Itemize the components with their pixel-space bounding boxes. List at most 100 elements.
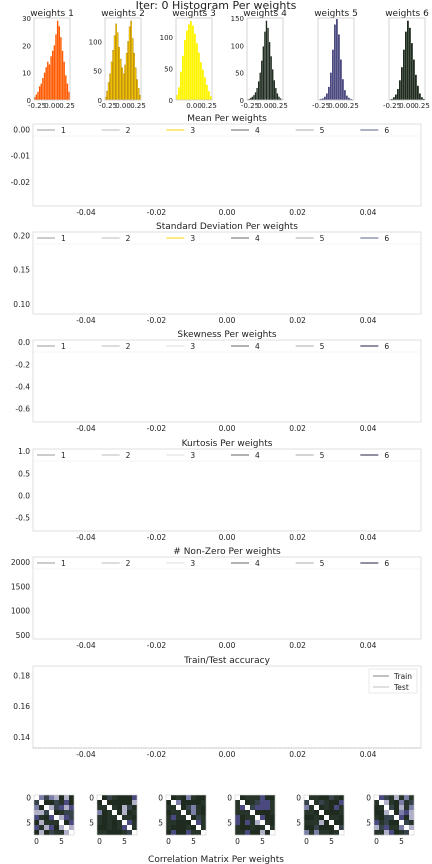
correlation-cell <box>54 815 60 821</box>
y-tick-label: 150 <box>231 15 244 23</box>
line-panel-1: Mean Per weights 0.00 -0.01 -0.02 -0.04 -0.02… <box>11 114 422 217</box>
correlation-cell <box>196 825 202 831</box>
correlation-cell <box>384 805 390 811</box>
y-tick-label: -0.5 <box>15 514 30 523</box>
correlation-cell <box>329 810 335 816</box>
histogram-bar <box>253 95 255 100</box>
correlation-cell <box>379 815 385 821</box>
x-tick-label: 0.04 <box>360 424 377 433</box>
correlation-cell <box>69 795 75 801</box>
correlation-cell <box>39 795 45 801</box>
correlation-cell <box>186 825 192 831</box>
correlation-cell <box>107 815 113 821</box>
correlation-cell <box>44 795 50 801</box>
histogram-bar <box>320 98 322 100</box>
histogram-bar <box>53 45 56 100</box>
correlation-cell <box>240 805 246 811</box>
correlation-cell <box>186 795 192 801</box>
correlation-cell <box>191 815 197 821</box>
y-tick-label: 10 <box>22 70 31 78</box>
histogram-bar <box>106 91 108 101</box>
correlation-cell <box>166 795 172 801</box>
y-tick-label: 0.00 <box>13 125 30 134</box>
panel-frame <box>32 556 422 640</box>
x-tick-label: -0.04 <box>76 208 96 217</box>
matrix-frame <box>33 794 75 836</box>
correlation-cell <box>235 820 241 826</box>
correlation-cell <box>39 815 45 821</box>
histogram-frame <box>33 17 71 101</box>
correlation-cell <box>240 820 246 826</box>
correlation-cell <box>201 830 207 836</box>
correlation-cell <box>374 800 380 806</box>
legend-label: 3 <box>190 559 195 568</box>
correlation-cell <box>270 795 276 801</box>
histogram-bar <box>324 96 326 100</box>
correlation-cell <box>309 800 315 806</box>
x-tick-label: 0.04 <box>360 750 377 759</box>
y-tick-label: 1000 <box>11 607 30 616</box>
histogram-bar <box>190 21 192 100</box>
x-tick-label: 0.00 <box>219 424 236 433</box>
correlation-cell <box>409 815 415 821</box>
correlation-cell <box>240 810 246 816</box>
y-tick-label: 0.5 <box>18 469 30 478</box>
x-tick-label: -0.04 <box>76 316 96 325</box>
histogram-bar <box>419 93 421 100</box>
histogram-bar <box>423 98 425 100</box>
correlation-cell <box>309 830 315 836</box>
correlation-cell <box>34 795 40 801</box>
correlation-cell <box>250 820 256 826</box>
legend-label: 5 <box>320 559 325 568</box>
histogram-bar <box>35 94 38 100</box>
correlation-cell <box>186 820 192 826</box>
correlation-cell <box>166 815 172 821</box>
x-tick-label: -0.02 <box>147 424 167 433</box>
y-tick-label: 5 <box>158 819 163 828</box>
histogram-bar <box>202 69 204 100</box>
correlation-cell <box>260 810 266 816</box>
correlation-cell <box>314 820 320 826</box>
histogram-bar <box>267 27 269 101</box>
correlation-cell <box>102 810 108 816</box>
x-tick-label: 0.00 <box>44 102 60 110</box>
correlation-cell <box>399 810 405 816</box>
histogram-bar <box>210 96 212 100</box>
correlation-cell <box>255 800 261 806</box>
correlation-cell <box>255 795 261 801</box>
correlation-cell <box>334 800 340 806</box>
correlation-cell <box>97 825 103 831</box>
correlation-cell <box>191 830 197 836</box>
x-tick-label: 0.00 <box>219 641 236 650</box>
y-tick-label: 0.0 <box>18 338 30 347</box>
x-tick-label: 0.04 <box>360 641 377 650</box>
x-tick-label: 0.04 <box>360 316 377 325</box>
correlation-cell <box>49 815 55 821</box>
correlation-cell <box>132 800 138 806</box>
correlation-cell <box>102 800 108 806</box>
histogram-bar <box>109 73 111 101</box>
correlation-cell <box>250 825 256 831</box>
x-tick-label: -0.25 <box>241 102 259 110</box>
correlation-cell <box>122 800 128 806</box>
correlation-cell <box>196 805 202 811</box>
correlation-cell <box>171 800 177 806</box>
legend: 1 2 3 4 5 6 <box>33 451 421 462</box>
correlation-cell <box>107 805 113 811</box>
x-tick-label: 5 <box>329 837 334 846</box>
histogram-bar <box>256 87 258 100</box>
correlation-cell <box>127 800 133 806</box>
histogram-bar <box>42 78 44 100</box>
correlation-cell <box>54 800 60 806</box>
x-tick-label: 0.00 <box>219 316 236 325</box>
histogram-title: weights 1 <box>30 9 74 19</box>
correlation-cell <box>59 800 65 806</box>
correlation-cell <box>260 820 266 826</box>
correlation-cell <box>196 810 202 816</box>
correlation-cell <box>122 825 128 831</box>
correlation-cell <box>64 820 70 826</box>
histogram-bar <box>192 25 194 100</box>
